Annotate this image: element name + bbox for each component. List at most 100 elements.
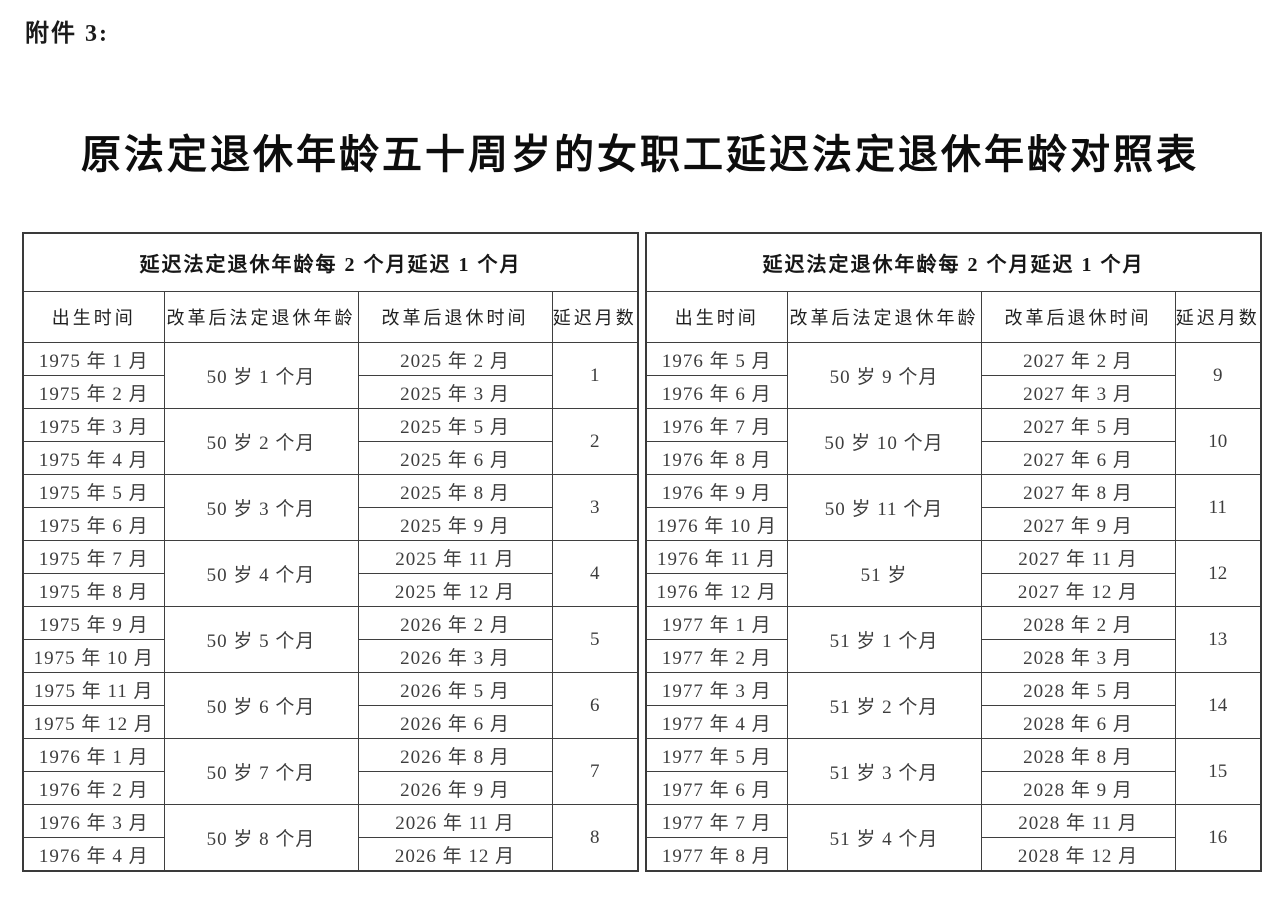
birth-date-cell: 1976 年 5 月 [645,342,788,376]
birth-date-cell: 1976 年 3 月 [22,804,165,838]
delay-months-cell: 8 [551,804,639,872]
attachment-label: 附件 3: [25,21,109,47]
birth-date-cell: 1975 年 11 月 [22,672,165,706]
page-title: 原法定退休年龄五十周岁的女职工延迟法定退休年龄对照表 [81,132,1199,177]
table-row: 1977 年 8 月 2028 年 12 月 [645,837,1261,872]
group-header-row: 延迟法定退休年龄每 2 个月延迟 1 个月 [22,232,639,292]
birth-date-cell: 1977 年 6 月 [645,771,788,805]
retirement-table-left: 延迟法定退休年龄每 2 个月延迟 1 个月 出生时间 改革后法定退休年龄 改革后… [22,232,639,872]
table-row: 1976 年 2 月 2026 年 9 月 [22,771,638,805]
table-row: 1976 年 4 月 2026 年 12 月 [22,837,638,872]
retirement-date-cell: 2028 年 2 月 [980,606,1176,640]
left-table-body: 1975 年 1 月 50 岁 1 个月 2025 年 2 月 1 1975 年 2 月… [22,342,639,872]
table-row: 1977 年 7 月 51 岁 4 个月 2028 年 11 月 16 [645,804,1262,872]
retirement-date-cell: 2025 年 11 月 [357,540,553,574]
retirement-date-cell: 2028 年 3 月 [980,639,1176,673]
retirement-date-cell: 2026 年 3 月 [357,639,553,673]
birth-date-cell: 1975 年 9 月 [22,606,165,640]
table-row: 1976 年 10 月 2027 年 9 月 [645,507,1261,541]
delay-months-cell: 3 [551,474,639,541]
delay-months-cell: 14 [1174,672,1262,739]
table-row: 1977 年 2 月 2028 年 3 月 [645,639,1261,673]
birth-date-cell: 1977 年 3 月 [645,672,788,706]
column-header-row: 出生时间 改革后法定退休年龄 改革后退休时间 延迟月数 [22,291,639,343]
delay-months-cell: 1 [551,342,639,409]
table-row: 1975 年 6 月 2025 年 9 月 [22,507,638,541]
table-row: 1975 年 4 月 2025 年 6 月 [22,441,638,475]
table-row: 1976 年 7 月 50 岁 10 个月 2027 年 5 月 10 [645,408,1262,475]
birth-date-cell: 1977 年 2 月 [645,639,788,673]
retirement-date-cell: 2027 年 9 月 [980,507,1176,541]
retirement-date-cell: 2028 年 12 月 [980,837,1176,872]
retirement-date-cell: 2027 年 2 月 [980,342,1176,376]
retirement-age-cell: 50 岁 9 个月 [786,342,982,409]
table-row: 1975 年 2 月 2025 年 3 月 [22,375,638,409]
retirement-date-cell: 2025 年 6 月 [357,441,553,475]
delay-months-cell: 12 [1174,540,1262,607]
birth-date-cell: 1977 年 1 月 [645,606,788,640]
retirement-age-cell: 50 岁 3 个月 [163,474,359,541]
retirement-age-cell: 50 岁 4 个月 [163,540,359,607]
col-header-birth-date: 出生时间 [22,291,165,343]
retirement-table-right: 延迟法定退休年龄每 2 个月延迟 1 个月 出生时间 改革后法定退休年龄 改革后… [645,232,1262,872]
birth-date-cell: 1976 年 9 月 [645,474,788,508]
retirement-date-cell: 2028 年 8 月 [980,738,1176,772]
col-header-new-retirement-age: 改革后法定退休年龄 [786,291,982,343]
birth-date-cell: 1976 年 11 月 [645,540,788,574]
comparison-tables: 延迟法定退休年龄每 2 个月延迟 1 个月 出生时间 改革后法定退休年龄 改革后… [22,232,1262,872]
col-header-birth-date: 出生时间 [645,291,788,343]
table-row: 1977 年 4 月 2028 年 6 月 [645,705,1261,739]
retirement-date-cell: 2025 年 2 月 [357,342,553,376]
retirement-date-cell: 2027 年 3 月 [980,375,1176,409]
retirement-date-cell: 2028 年 5 月 [980,672,1176,706]
retirement-age-cell: 50 岁 1 个月 [163,342,359,409]
birth-date-cell: 1976 年 12 月 [645,573,788,607]
retirement-age-cell: 50 岁 7 个月 [163,738,359,805]
table-row: 1976 年 8 月 2027 年 6 月 [645,441,1261,475]
col-header-delay-months: 延迟月数 [1174,291,1262,343]
delay-months-cell: 5 [551,606,639,673]
group-header-row: 延迟法定退休年龄每 2 个月延迟 1 个月 [645,232,1262,292]
retirement-date-cell: 2026 年 9 月 [357,771,553,805]
retirement-age-cell: 51 岁 4 个月 [786,804,982,872]
birth-date-cell: 1977 年 4 月 [645,705,788,739]
birth-date-cell: 1976 年 8 月 [645,441,788,475]
delay-months-cell: 4 [551,540,639,607]
birth-date-cell: 1975 年 4 月 [22,441,165,475]
birth-date-cell: 1975 年 8 月 [22,573,165,607]
delay-months-cell: 15 [1174,738,1262,805]
delay-months-cell: 13 [1174,606,1262,673]
retirement-date-cell: 2027 年 8 月 [980,474,1176,508]
retirement-date-cell: 2027 年 5 月 [980,408,1176,442]
retirement-date-cell: 2027 年 12 月 [980,573,1176,607]
retirement-date-cell: 2028 年 11 月 [980,804,1176,838]
retirement-age-cell: 51 岁 [786,540,982,607]
table-row: 1977 年 3 月 51 岁 2 个月 2028 年 5 月 14 [645,672,1262,739]
birth-date-cell: 1977 年 5 月 [645,738,788,772]
retirement-age-cell: 51 岁 3 个月 [786,738,982,805]
table-row: 1976 年 9 月 50 岁 11 个月 2027 年 8 月 11 [645,474,1262,541]
retirement-age-cell: 50 岁 2 个月 [163,408,359,475]
table-row: 1977 年 1 月 51 岁 1 个月 2028 年 2 月 13 [645,606,1262,673]
retirement-date-cell: 2026 年 12 月 [357,837,553,872]
delay-months-cell: 16 [1174,804,1262,872]
retirement-date-cell: 2028 年 9 月 [980,771,1176,805]
group-header: 延迟法定退休年龄每 2 个月延迟 1 个月 [645,232,1262,292]
col-header-new-retirement-date: 改革后退休时间 [357,291,553,343]
retirement-date-cell: 2026 年 2 月 [357,606,553,640]
birth-date-cell: 1975 年 12 月 [22,705,165,739]
delay-months-cell: 9 [1174,342,1262,409]
retirement-age-cell: 50 岁 6 个月 [163,672,359,739]
delay-months-cell: 6 [551,672,639,739]
birth-date-cell: 1976 年 4 月 [22,837,165,872]
birth-date-cell: 1977 年 8 月 [645,837,788,872]
delay-months-cell: 7 [551,738,639,805]
col-header-new-retirement-age: 改革后法定退休年龄 [163,291,359,343]
